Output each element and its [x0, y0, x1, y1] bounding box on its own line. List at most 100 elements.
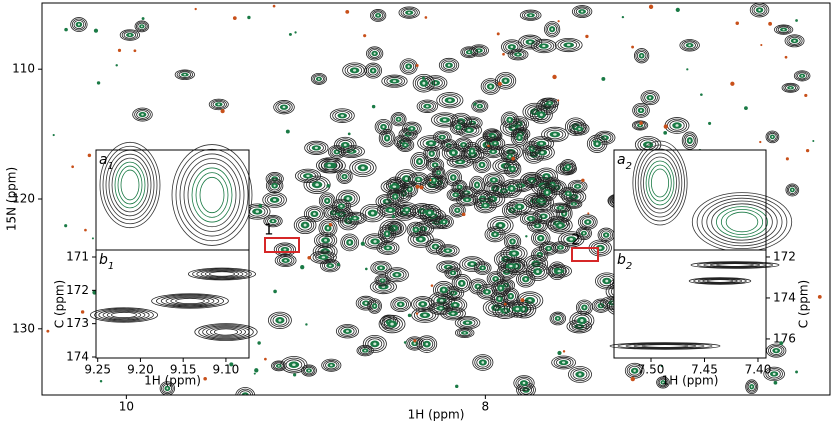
contour — [503, 246, 525, 261]
contour — [438, 245, 458, 256]
peak-center — [437, 171, 440, 174]
y-tick-label: 110 — [12, 62, 35, 76]
contour — [293, 216, 317, 235]
contour — [161, 382, 174, 395]
contour — [489, 139, 502, 148]
contour — [267, 194, 283, 205]
contour — [358, 345, 373, 356]
y-tick-label: 171 — [66, 250, 89, 264]
peak-center — [567, 165, 570, 169]
contour — [466, 145, 478, 157]
contour — [412, 153, 427, 169]
noise — [272, 4, 276, 8]
peak-center — [392, 80, 397, 83]
contour — [503, 160, 522, 178]
contour — [210, 99, 227, 110]
contour — [322, 195, 333, 206]
peak-center — [313, 212, 316, 216]
contour — [535, 195, 548, 205]
contour — [463, 48, 475, 56]
peak-center — [539, 142, 544, 145]
contour — [476, 357, 490, 368]
noise — [496, 32, 500, 36]
peak-center — [283, 248, 287, 251]
contour — [547, 217, 573, 234]
peak-center — [458, 160, 462, 163]
contour — [503, 40, 521, 54]
contour — [510, 128, 529, 147]
peak-center — [315, 183, 319, 187]
contour — [706, 200, 778, 244]
noise — [759, 140, 762, 144]
contour — [599, 229, 614, 241]
contour — [384, 267, 409, 283]
peak-center — [772, 372, 776, 376]
noise — [133, 49, 137, 53]
noise — [64, 224, 68, 228]
peak-center — [452, 176, 455, 179]
noise — [415, 184, 420, 189]
contour — [574, 314, 590, 327]
contour — [390, 296, 411, 313]
peak-center — [277, 365, 280, 367]
x-tick-label: 7.45 — [691, 363, 718, 377]
contour — [160, 295, 220, 307]
contour — [434, 168, 443, 177]
contour — [485, 130, 501, 142]
contour — [645, 160, 675, 206]
contour — [275, 101, 293, 113]
contour — [339, 172, 350, 182]
contour — [379, 203, 402, 217]
contour — [454, 327, 475, 338]
contour — [551, 312, 565, 325]
contour — [365, 336, 385, 352]
contour — [720, 208, 764, 235]
noise — [592, 140, 596, 143]
noise — [305, 323, 308, 326]
contour — [505, 162, 520, 176]
contour — [688, 277, 752, 285]
peak-center — [516, 53, 520, 56]
contour — [278, 256, 293, 265]
contour — [301, 364, 317, 377]
peak-center — [454, 193, 457, 196]
peak-center — [439, 299, 444, 303]
contour — [464, 259, 480, 269]
peak-center — [439, 307, 443, 310]
contour — [635, 144, 685, 222]
contour — [410, 173, 427, 186]
contour — [265, 178, 284, 194]
contour — [521, 10, 540, 20]
contour — [383, 318, 401, 330]
contour — [120, 169, 140, 201]
contour — [783, 83, 798, 92]
peak-center — [372, 69, 375, 72]
contour — [658, 378, 668, 387]
noise — [660, 364, 664, 368]
peak-center — [453, 303, 457, 307]
noise — [336, 263, 341, 267]
contour — [474, 355, 492, 370]
contour — [464, 143, 480, 159]
peak-center — [539, 113, 543, 117]
peak-center — [758, 8, 761, 12]
contour — [503, 300, 531, 318]
peak-center — [494, 277, 497, 281]
noise — [293, 373, 297, 377]
peak-center — [603, 136, 607, 139]
contour — [514, 132, 525, 144]
contour — [208, 98, 229, 111]
panel-subscript: 2 — [626, 161, 632, 172]
contour — [528, 264, 548, 280]
contour — [364, 62, 382, 79]
contour — [277, 102, 291, 112]
contour — [265, 216, 281, 227]
contour — [569, 122, 590, 136]
contour — [472, 100, 487, 112]
contour — [484, 81, 497, 92]
contour — [269, 174, 281, 183]
contour — [751, 4, 768, 16]
frame — [613, 249, 767, 359]
contour — [472, 156, 492, 174]
